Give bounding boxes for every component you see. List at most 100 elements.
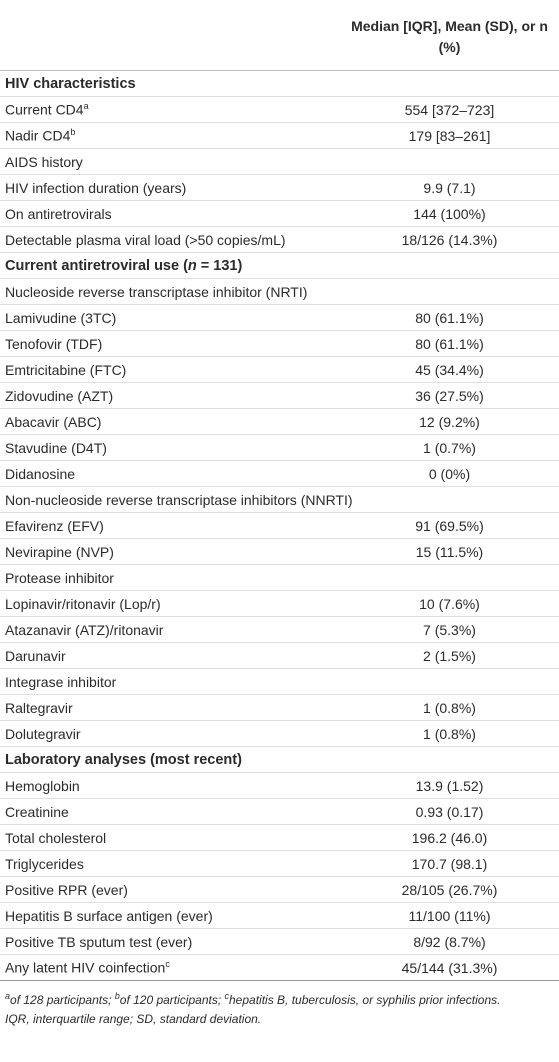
footnote-marker: a [5,991,11,1001]
table-row: Hepatitis B surface antigen (ever) 11/100… [0,903,559,929]
row-value: 2 (1.5%) [423,647,476,664]
row-label-text: Any latent HIV coinfection [5,959,166,976]
table-row: Lamivudine (3TC) 80 (61.1%) [0,305,559,331]
row-label-text: Atazanavir (ATZ)/ritonavir [5,621,164,638]
row-label: Positive TB sputum test (ever) [0,934,340,950]
row-label-text: Triglycerides [5,855,84,872]
table-row: Tenofovir (TDF) 80 (61.1%) [0,331,559,357]
row-label-text: Non-nucleoside reverse transcriptase inh… [5,491,353,508]
row-label: Emtricitabine (FTC) [0,362,340,378]
section-row: HIV characteristics [0,71,559,97]
table-row: Atazanavir (ATZ)/ritonavir 7 (5.3%) [0,617,559,643]
row-value: 554 [372–723] [404,101,495,118]
row-value: 1 (0.7%) [423,439,476,456]
section-title: Laboratory analyses (most recent) [0,752,340,768]
row-label: Stavudine (D4T) [0,440,340,456]
footnote-marker: c [165,959,170,970]
row-value: 18/126 (14.3%) [401,231,498,248]
row-label-text: AIDS history [5,153,83,170]
row-label: Protease inhibitor [0,570,340,586]
table-row: Nucleoside reverse transcriptase inhibit… [0,279,559,305]
footnotes: aof 128 participants; bof 120 participan… [0,981,559,1029]
row-label-text: Total cholesterol [5,829,107,846]
row-label-text: Protease inhibitor [5,569,114,586]
footnote-text: hepatitis B, tuberculosis, or syphilis p… [229,993,501,1007]
row-label-text: Current CD4 [5,101,84,118]
row-value: 1 (0.8%) [423,725,476,742]
table-row: Dolutegravir 1 (0.8%) [0,721,559,747]
row-label-text: Dolutegravir [5,725,81,742]
row-value: 15 (11.5%) [415,543,484,560]
section-title-text: Current antiretroviral use ( [5,257,188,274]
row-label-text: Didanosine [5,465,76,482]
section-title-text: HIV characteristics [5,75,136,92]
row-label: Integrase inhibitor [0,674,340,690]
row-label-text: On antiretrovirals [5,205,112,222]
row-label: Positive RPR (ever) [0,882,340,898]
table-row: Current CD4a 554 [372–723] [0,97,559,123]
row-label-text: Raltegravir [5,699,73,716]
table-row: HIV infection duration (years) 9.9 (7.1) [0,175,559,201]
row-value: 7 (5.3%) [423,621,476,638]
section-title-italic: n [187,257,197,274]
table-body: HIV characteristics Current CD4a 554 [372–… [0,71,559,981]
row-value: 36 (27.5%) [415,387,484,404]
table-row: Positive RPR (ever) 28/105 (26.7%) [0,877,559,903]
footnote-line: aof 128 participants; bof 120 participan… [5,987,554,1010]
section-row: Current antiretroviral use (n = 131) [0,253,559,279]
row-label: Lamivudine (3TC) [0,310,340,326]
row-label-text: Hemoglobin [5,777,80,794]
row-label: Hepatitis B surface antigen (ever) [0,908,340,924]
row-label: Detectable plasma viral load (>50 copies… [0,232,340,248]
row-label-text: Stavudine (D4T) [5,439,107,456]
footnote-marker: b [70,127,76,138]
section-title-end: = 131) [196,257,243,274]
row-label: Dolutegravir [0,726,340,742]
table-row: Protease inhibitor [0,565,559,591]
table-row: Creatinine 0.93 (0.17) [0,799,559,825]
footnote-text: of 128 participants; [10,993,115,1007]
row-label: Nucleoside reverse transcriptase inhibit… [0,284,340,300]
row-label: Efavirenz (EFV) [0,518,340,534]
row-label-text: Creatinine [5,803,69,820]
row-value: 8/92 (8.7%) [413,933,486,950]
row-label-text: Zidovudine (AZT) [5,387,114,404]
row-label-text: Integrase inhibitor [5,673,117,690]
row-label-text: Detectable plasma viral load (>50 copies… [5,231,286,248]
row-label-text: Positive RPR (ever) [5,881,128,898]
row-label: Darunavir [0,648,340,664]
row-label: Abacavir (ABC) [0,414,340,430]
table-row: Any latent HIV coinfectionc 45/144 (31.3%… [0,955,559,981]
footnote-line: IQR, interquartile range; SD, standard d… [5,1010,554,1029]
row-value: 179 [83–261] [408,127,491,144]
table-header: Median [IQR], Mean (SD), or n (%) [0,0,559,71]
row-label-text: Lamivudine (3TC) [5,309,117,326]
table-row: Lopinavir/ritonavir (Lop/r) 10 (7.6%) [0,591,559,617]
table-row: Efavirenz (EFV) 91 (69.5%) [0,513,559,539]
table-row: Total cholesterol 196.2 (46.0) [0,825,559,851]
row-label-text: HIV infection duration (years) [5,179,187,196]
row-label-text: Nucleoside reverse transcriptase inhibit… [5,283,308,300]
row-label-text: Positive TB sputum test (ever) [5,933,193,950]
table-row: On antiretrovirals 144 (100%) [0,201,559,227]
row-label: Any latent HIV coinfectionc [0,959,340,976]
row-value: 28/105 (26.7%) [401,881,498,898]
row-label: Raltegravir [0,700,340,716]
row-label-text: Darunavir [5,647,66,664]
footnote-marker: b [114,991,120,1001]
row-label: Triglycerides [0,856,340,872]
row-label: Tenofovir (TDF) [0,336,340,352]
footnote-marker: c [224,991,230,1001]
row-label: Atazanavir (ATZ)/ritonavir [0,622,340,638]
table-row: Positive TB sputum test (ever) 8/92 (8.7%… [0,929,559,955]
row-value: 45 (34.4%) [415,361,484,378]
row-value: 80 (61.1%) [415,309,484,326]
row-value: 10 (7.6%) [419,595,480,612]
row-value: 0.93 (0.17) [415,803,484,820]
row-label: Lopinavir/ritonavir (Lop/r) [0,596,340,612]
row-label-text: Emtricitabine (FTC) [5,361,127,378]
table-row: Zidovudine (AZT) 36 (27.5%) [0,383,559,409]
row-label: Nevirapine (NVP) [0,544,340,560]
section-title-text: Laboratory analyses (most recent) [5,751,242,768]
table-row: Non-nucleoside reverse transcriptase inh… [0,487,559,513]
